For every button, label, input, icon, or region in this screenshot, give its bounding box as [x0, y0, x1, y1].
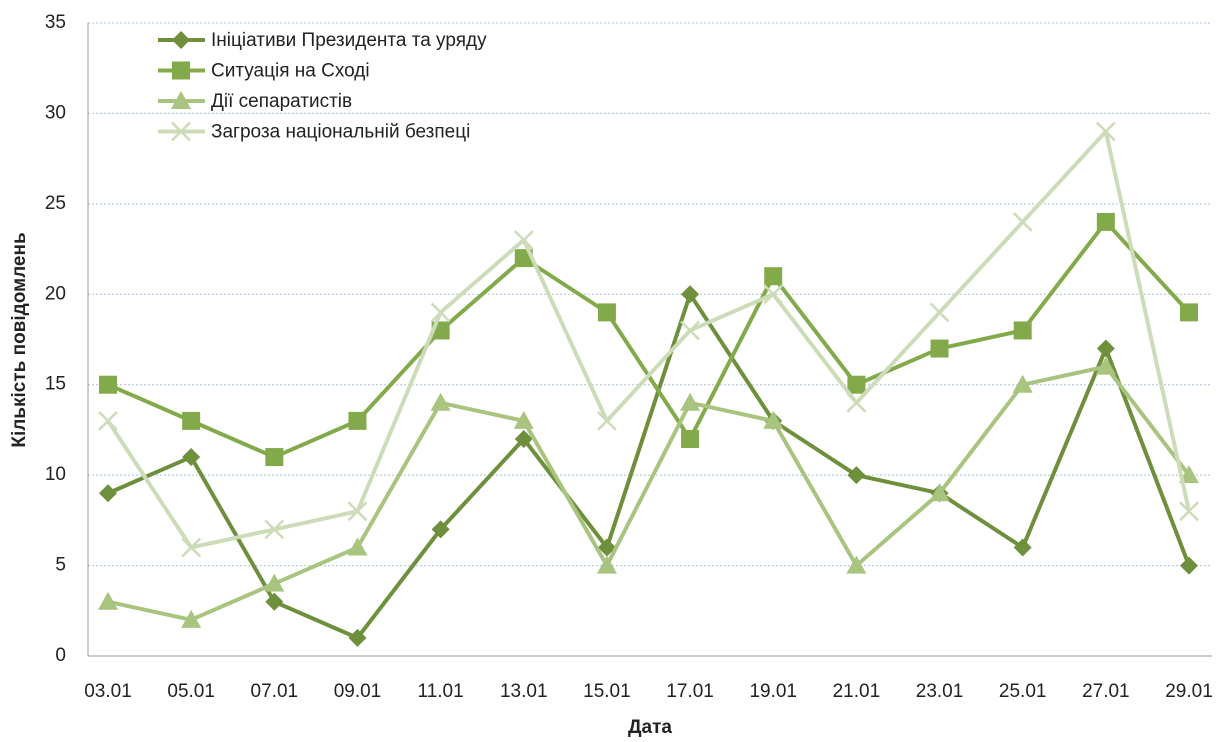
y-axis-title: Кількість повідомлень [9, 232, 30, 447]
data-point [596, 555, 617, 574]
legend-marker [172, 31, 190, 49]
data-point [1180, 303, 1198, 322]
legend-label: Ініціативи Президента та уряду [211, 30, 487, 51]
data-point [1012, 212, 1033, 232]
data-point [430, 302, 451, 323]
data-point [347, 537, 368, 556]
legend-label: Дії сепаратистів [211, 91, 352, 112]
data-point [98, 411, 118, 431]
data-point [347, 501, 368, 522]
data-point [181, 609, 202, 628]
x-tick-label: 11.01 [418, 681, 464, 702]
data-point [182, 411, 201, 430]
y-tick-label: 35 [45, 12, 66, 33]
data-point [1096, 212, 1115, 231]
data-point [430, 392, 451, 411]
x-tick-label: 05.01 [167, 681, 215, 702]
x-tick-label: 15.01 [583, 681, 631, 702]
legend-marker [171, 121, 191, 142]
data-point [597, 303, 616, 322]
data-point [763, 284, 784, 305]
x-tick-label: 03.01 [84, 681, 132, 702]
data-point [764, 267, 783, 286]
y-tick-label: 5 [55, 555, 66, 576]
data-point [431, 520, 450, 539]
data-point [348, 628, 367, 647]
y-tick-label: 30 [45, 102, 66, 123]
data-point [98, 591, 118, 610]
y-tick-label: 10 [45, 464, 66, 485]
legend-label: Загроза національній безпеці [211, 122, 470, 143]
data-point [348, 411, 367, 430]
data-point [513, 410, 534, 429]
data-point [181, 537, 202, 558]
data-point [680, 320, 700, 341]
x-tick-label: 21.01 [833, 681, 881, 702]
data-point [99, 375, 117, 394]
legend-marker [172, 61, 190, 80]
data-point [681, 285, 700, 304]
data-point [681, 429, 700, 448]
data-point [265, 448, 284, 467]
data-point [1095, 356, 1116, 375]
data-point [1179, 465, 1199, 484]
data-point [597, 411, 617, 431]
x-tick-label: 23.01 [916, 681, 964, 702]
data-point [99, 484, 117, 503]
data-point [264, 519, 285, 540]
data-point [1096, 339, 1115, 358]
data-point [1095, 121, 1116, 142]
y-tick-label: 0 [55, 645, 66, 666]
data-point [763, 410, 784, 429]
data-point [680, 392, 701, 411]
x-tick-label: 07.01 [251, 681, 299, 702]
data-point [847, 375, 866, 394]
series-line [107, 292, 1191, 640]
data-point [182, 448, 201, 467]
x-tick-label: 27.01 [1082, 681, 1130, 702]
y-tick-label: 25 [45, 193, 66, 214]
data-point [930, 339, 949, 358]
legend-marker [171, 91, 191, 109]
data-point [846, 392, 867, 413]
series-line [107, 364, 1191, 622]
x-tick-label: 29.01 [1165, 681, 1213, 702]
x-tick-label: 19.01 [749, 681, 797, 702]
data-point [929, 302, 950, 323]
data-point [1013, 538, 1032, 557]
x-tick-label: 13.01 [500, 681, 548, 702]
y-tick-label: 15 [45, 374, 66, 395]
x-axis-title: Дата [628, 717, 672, 738]
data-point [514, 429, 533, 448]
data-point [847, 466, 866, 485]
data-point [1180, 556, 1198, 575]
series-line [106, 129, 1191, 550]
x-tick-label: 17.01 [666, 681, 714, 702]
x-tick-label: 09.01 [334, 681, 382, 702]
data-point [265, 592, 284, 611]
data-point [846, 555, 867, 574]
data-point [597, 538, 616, 557]
data-point [264, 573, 285, 592]
data-point [1179, 501, 1199, 522]
data-point [1013, 321, 1032, 340]
data-point [929, 483, 950, 502]
legend-label: Ситуація на Сході [211, 61, 370, 82]
data-point [1012, 374, 1033, 393]
y-tick-label: 20 [45, 283, 66, 304]
data-point [513, 230, 534, 250]
x-tick-label: 25.01 [999, 681, 1047, 702]
